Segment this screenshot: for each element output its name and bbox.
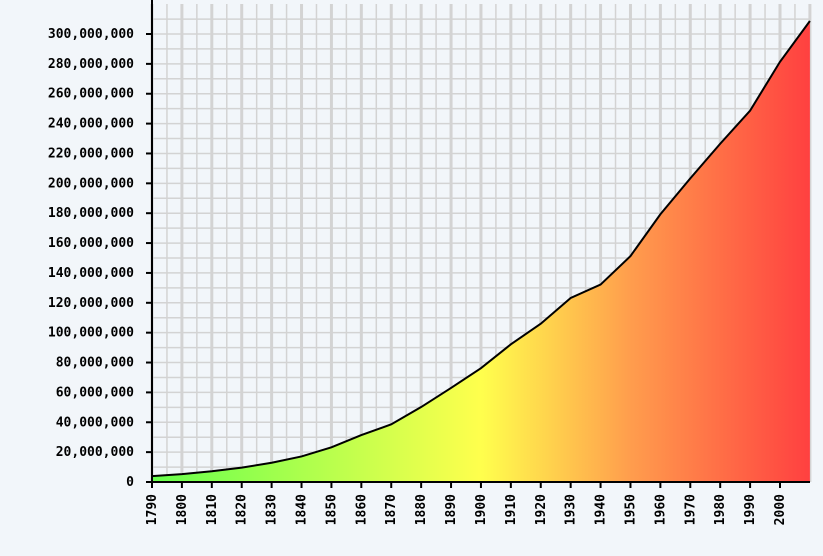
y-tick-label: 40,000,000 (56, 415, 134, 430)
x-tick-label: 1910 (504, 494, 519, 525)
y-tick-label: 120,000,000 (48, 296, 134, 311)
y-tick-label: 280,000,000 (48, 57, 134, 72)
y-tick-label: 200,000,000 (48, 176, 134, 191)
x-tick-label: 1960 (653, 494, 668, 525)
x-tick-label: 1980 (713, 494, 728, 525)
x-tick-label: 1970 (683, 494, 698, 525)
y-tick-label: 260,000,000 (48, 87, 134, 102)
x-tick-label: 1890 (444, 494, 459, 525)
x-tick-label: 1850 (324, 494, 339, 525)
y-tick-label: 160,000,000 (48, 236, 134, 251)
x-tick-label: 1800 (175, 494, 190, 525)
x-tick-label: 1870 (384, 494, 399, 525)
x-tick-label: 1830 (265, 494, 280, 525)
x-tick-label: 1810 (205, 494, 220, 525)
y-tick-label: 240,000,000 (48, 117, 134, 132)
x-tick-label: 1900 (474, 494, 489, 525)
x-tick-label: 1920 (534, 494, 549, 525)
x-tick-label: 1950 (623, 494, 638, 525)
y-tick-label: 0 (126, 475, 134, 490)
y-tick-label: 220,000,000 (48, 146, 134, 161)
x-axis: 1790 1800 1810 1820 1830 1840 1850 1860 1870 1880… (145, 482, 810, 525)
y-tick-label: 180,000,000 (48, 206, 134, 221)
y-tick-label: 60,000,000 (56, 385, 134, 400)
y-tick-label: 300,000,000 (48, 27, 134, 42)
x-tick-label: 1840 (295, 494, 310, 525)
y-tick-label: 140,000,000 (48, 266, 134, 281)
x-tick-label: 1790 (145, 494, 160, 525)
y-tick-label: 20,000,000 (56, 445, 134, 460)
x-tick-label: 1880 (414, 494, 429, 525)
x-tick-label: 1940 (594, 494, 609, 525)
y-tick-label: 100,000,000 (48, 326, 134, 341)
y-axis: 0 20,000,000 40,000,000 60,000,000 80,000,00… (48, 0, 152, 490)
x-tick-label: 2000 (773, 494, 788, 525)
x-tick-label: 1930 (564, 494, 579, 525)
x-tick-label: 1860 (354, 494, 369, 525)
y-tick-label: 80,000,000 (56, 356, 134, 371)
x-tick-label: 1990 (743, 494, 758, 525)
x-tick-label: 1820 (235, 494, 250, 525)
